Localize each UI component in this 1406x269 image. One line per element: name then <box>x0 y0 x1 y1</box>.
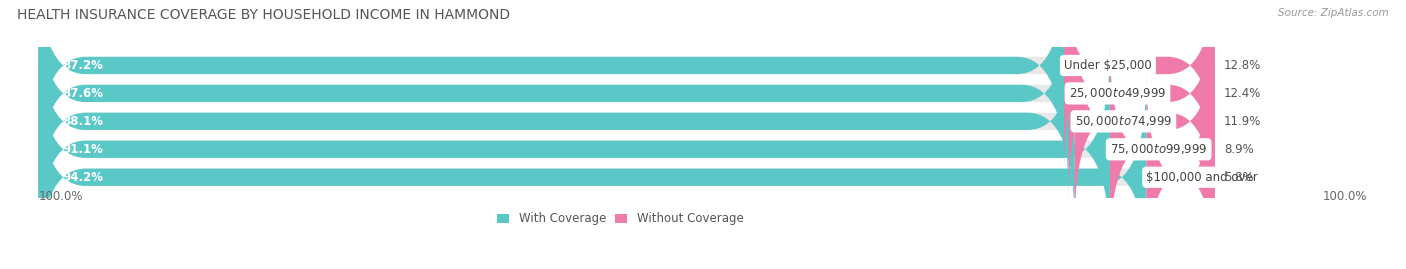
Text: 8.9%: 8.9% <box>1225 143 1254 156</box>
FancyBboxPatch shape <box>38 0 1069 197</box>
Text: $50,000 to $74,999: $50,000 to $74,999 <box>1074 114 1173 128</box>
FancyBboxPatch shape <box>38 46 1109 252</box>
Text: $25,000 to $49,999: $25,000 to $49,999 <box>1069 86 1166 100</box>
Text: 94.2%: 94.2% <box>62 171 103 184</box>
Text: 5.8%: 5.8% <box>1225 171 1254 184</box>
FancyBboxPatch shape <box>1109 46 1215 252</box>
Text: 12.8%: 12.8% <box>1225 59 1261 72</box>
Text: 100.0%: 100.0% <box>1323 190 1368 203</box>
FancyBboxPatch shape <box>38 18 1215 224</box>
FancyBboxPatch shape <box>38 74 1215 269</box>
Text: 87.6%: 87.6% <box>62 87 103 100</box>
Text: Source: ZipAtlas.com: Source: ZipAtlas.com <box>1278 8 1389 18</box>
FancyBboxPatch shape <box>1064 0 1215 169</box>
Text: Under $25,000: Under $25,000 <box>1064 59 1152 72</box>
FancyBboxPatch shape <box>1146 74 1215 269</box>
Text: 91.1%: 91.1% <box>62 143 103 156</box>
FancyBboxPatch shape <box>38 18 1074 224</box>
Text: 88.1%: 88.1% <box>62 115 103 128</box>
Text: 12.4%: 12.4% <box>1225 87 1261 100</box>
Text: $100,000 and over: $100,000 and over <box>1146 171 1258 184</box>
FancyBboxPatch shape <box>1074 18 1215 224</box>
FancyBboxPatch shape <box>1069 0 1215 197</box>
FancyBboxPatch shape <box>38 74 1146 269</box>
Text: HEALTH INSURANCE COVERAGE BY HOUSEHOLD INCOME IN HAMMOND: HEALTH INSURANCE COVERAGE BY HOUSEHOLD I… <box>17 8 510 22</box>
FancyBboxPatch shape <box>38 0 1215 169</box>
FancyBboxPatch shape <box>38 0 1215 197</box>
Text: 87.2%: 87.2% <box>62 59 103 72</box>
Text: 11.9%: 11.9% <box>1225 115 1261 128</box>
FancyBboxPatch shape <box>38 46 1215 252</box>
Legend: With Coverage, Without Coverage: With Coverage, Without Coverage <box>498 213 744 225</box>
Text: $75,000 to $99,999: $75,000 to $99,999 <box>1109 142 1208 156</box>
Text: 100.0%: 100.0% <box>38 190 83 203</box>
FancyBboxPatch shape <box>38 0 1064 169</box>
